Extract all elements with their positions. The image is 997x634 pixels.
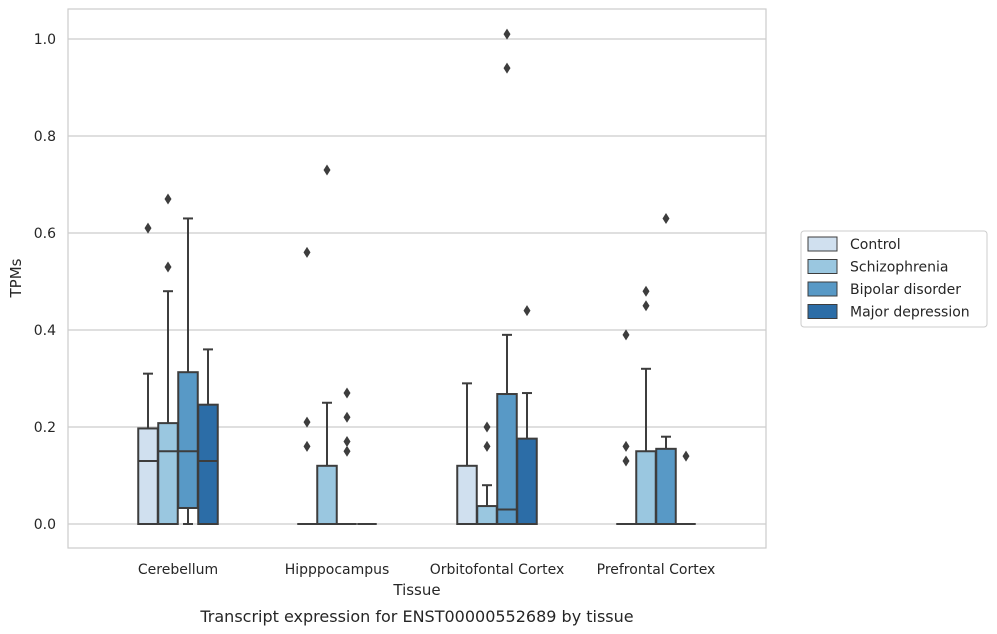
y-tick-label: 0.4 (34, 323, 56, 339)
outlier-point (642, 300, 650, 312)
legend-label: Major depression (850, 305, 970, 321)
legend-label: Control (850, 237, 901, 253)
iqr-box (197, 403, 219, 525)
box-control (456, 382, 478, 525)
box-schizophrenia (316, 164, 338, 525)
iqr-box (655, 447, 677, 526)
outlier-point (343, 445, 351, 457)
y-tick-label: 0.2 (34, 420, 56, 436)
legend-label: Schizophrenia (850, 260, 948, 276)
iqr-box (496, 393, 518, 525)
outlier-point (662, 212, 670, 224)
outlier-point (483, 440, 491, 452)
boxes (137, 28, 696, 526)
outlier-point (503, 28, 511, 40)
outlier-point (642, 285, 650, 297)
iqr-box (456, 464, 478, 525)
box-bipolar-disorder (337, 387, 357, 525)
box-schizophrenia (635, 285, 657, 525)
y-tick-label: 0.6 (34, 226, 56, 242)
x-tick-label: Prefrontal Cortex (597, 562, 716, 578)
outlier-point (303, 416, 311, 428)
x-tick-label: Orbitofontal Cortex (430, 562, 565, 578)
legend-swatch (807, 304, 838, 319)
iqr-box (476, 505, 498, 525)
y-tick-label: 0.8 (34, 129, 56, 145)
box-control (137, 222, 159, 525)
iqr-box (137, 427, 159, 525)
legend-swatch (807, 259, 838, 274)
y-tick-label: 0.0 (34, 517, 56, 533)
outlier-point (503, 62, 511, 74)
iqr-box (516, 437, 538, 526)
box-major-depression (197, 348, 219, 525)
outlier-point (343, 387, 351, 399)
legend: Control Schizophrenia Bipolar disorder Majo… (800, 230, 988, 328)
box-major-depression (516, 305, 538, 526)
outlier-point (164, 193, 172, 205)
outlier-point (682, 450, 690, 462)
iqr-box (157, 422, 179, 525)
outlier-point (343, 411, 351, 423)
box-bipolar-disorder (655, 212, 677, 526)
box-bipolar-disorder (496, 28, 518, 525)
outlier-point (164, 261, 172, 273)
outlier-point (323, 164, 331, 176)
legend-swatch (807, 236, 838, 252)
outlier-point (622, 329, 630, 341)
legend-label: Bipolar disorder (850, 282, 961, 298)
x-tick-labels: Cerebellum Hipppocampus Orbitofontal Corte… (138, 562, 715, 578)
x-tick-label: Hipppocampus (285, 562, 390, 578)
box-control (297, 246, 317, 525)
box-bipolar-disorder (177, 217, 199, 525)
outlier-point (144, 222, 152, 234)
y-tick-labels: 0.0 0.2 0.4 0.6 0.8 1.0 (34, 32, 56, 533)
box-major-depression (676, 450, 696, 525)
y-axis-title: TPMs (7, 258, 25, 298)
chart-caption: Transcript expression for ENST0000055268… (199, 607, 633, 626)
legend-swatch (807, 281, 838, 297)
plot-frame (67, 8, 767, 549)
iqr-box (177, 371, 199, 509)
x-axis-title: Tissue (392, 581, 440, 599)
outlier-point (343, 436, 351, 448)
legend-frame (800, 230, 988, 328)
y-tick-label: 1.0 (34, 32, 56, 48)
outlier-point (622, 455, 630, 467)
outlier-point (303, 246, 311, 258)
box-schizophrenia (157, 193, 179, 525)
outlier-point (303, 440, 311, 452)
iqr-box (635, 450, 657, 525)
outlier-point (523, 305, 531, 317)
x-tick-label: Cerebellum (138, 562, 218, 578)
box-schizophrenia (476, 421, 498, 525)
box-control (616, 329, 636, 525)
outlier-point (483, 421, 491, 433)
iqr-box (316, 464, 338, 525)
outlier-point (622, 440, 630, 452)
